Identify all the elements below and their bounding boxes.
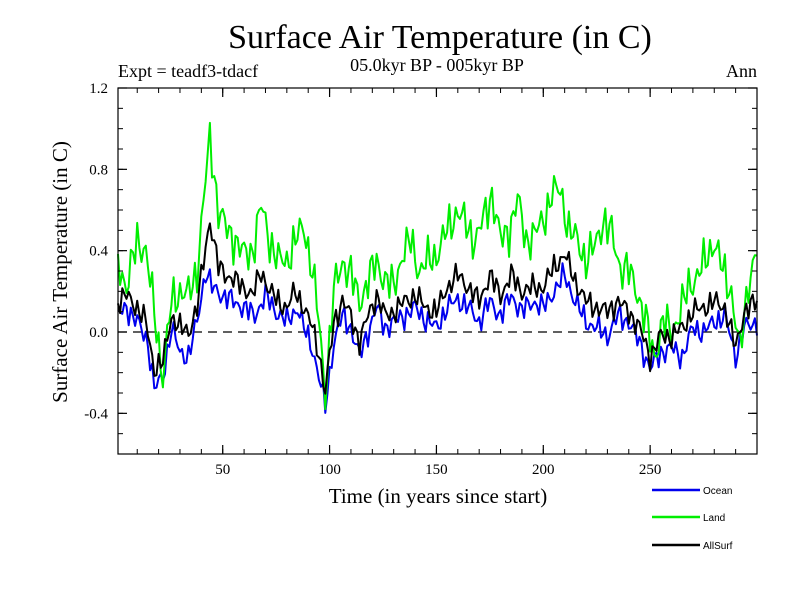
- plot-area: -0.4 0.0 0.4 0.8 1.2 50 100 150 200 250: [84, 81, 758, 478]
- series-line-ocean: [117, 262, 758, 414]
- legend-label-ocean: Ocean: [703, 486, 732, 497]
- season-label: Ann: [726, 61, 757, 81]
- y-tick-label: 0.0: [89, 325, 108, 341]
- x-tick-label: 150: [425, 462, 448, 478]
- legend-label-land: Land: [703, 513, 725, 524]
- legend: Ocean Land AllSurf: [652, 486, 733, 552]
- series-line-land: [117, 121, 758, 411]
- chart-title: Surface Air Temperature (in C): [228, 19, 652, 56]
- y-axis-label: Surface Air Temperature (in C): [48, 141, 72, 403]
- experiment-label: Expt = teadf3-tdacf: [118, 61, 258, 81]
- y-tick-label: 0.4: [89, 244, 108, 260]
- series-line-allsurf: [117, 222, 758, 395]
- x-tick-label: 100: [318, 462, 341, 478]
- y-tick-label: -0.4: [84, 406, 108, 422]
- x-tick-label: 50: [215, 462, 230, 478]
- x-axis-label: Time (in years since start): [329, 484, 548, 508]
- plot-frame: [117, 87, 758, 455]
- chart-subtitle: 05.0kyr BP - 005kyr BP: [350, 55, 524, 75]
- y-tick-label: 0.8: [89, 162, 108, 178]
- y-tick-label: 1.2: [89, 81, 108, 97]
- legend-label-allsurf: AllSurf: [703, 541, 733, 552]
- x-tick-label: 200: [532, 462, 555, 478]
- x-tick-label: 250: [639, 462, 662, 478]
